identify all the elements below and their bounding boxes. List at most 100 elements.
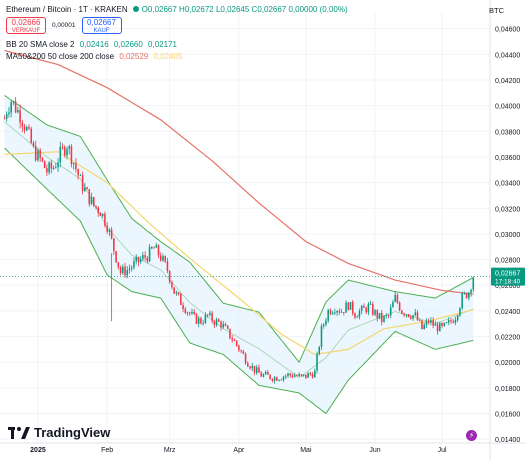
candle-body: [358, 311, 361, 317]
candle-body: [151, 246, 153, 249]
candle-body: [122, 266, 124, 274]
currency-label[interactable]: BTC: [489, 6, 504, 15]
candle-body: [218, 319, 220, 322]
candle-body: [41, 157, 44, 161]
candle-body: [365, 307, 367, 313]
y-tick-label: 0,03200: [495, 206, 520, 213]
ma200-line: [4, 49, 474, 295]
candle-body: [177, 292, 180, 294]
candle-body: [137, 256, 140, 263]
candle-body: [88, 189, 91, 205]
candle-body: [427, 320, 430, 323]
candle-body: [61, 146, 64, 148]
candle-body: [133, 261, 135, 268]
candle-body: [260, 372, 262, 377]
y-tick-label: 0,01600: [495, 411, 520, 418]
candle-body: [52, 167, 55, 169]
candle-body: [30, 128, 33, 143]
candle-body: [200, 317, 202, 324]
candle-body: [454, 319, 457, 323]
candle-body: [376, 310, 379, 319]
candle-body: [224, 324, 227, 327]
candle-body: [213, 321, 216, 326]
candle-body: [456, 315, 459, 320]
ma50-value: 0,02529: [119, 52, 149, 61]
candle-body: [142, 255, 144, 259]
y-tick-label: 0,02000: [495, 360, 520, 367]
candle-body: [398, 302, 401, 311]
last-price-value: 0,02667: [495, 271, 520, 278]
candle-body: [318, 346, 321, 355]
x-tick-label: Apr: [233, 447, 245, 454]
candle-body: [144, 255, 146, 258]
candle-body: [291, 375, 294, 378]
candle-body: [197, 317, 200, 324]
ma200-value: 0,02405: [153, 52, 183, 61]
candle-body: [10, 102, 12, 113]
candle-body: [264, 372, 267, 375]
candle-body: [231, 338, 233, 341]
candle-body: [278, 379, 280, 381]
tradingview-logo-icon: [8, 426, 30, 439]
candle-body: [242, 351, 245, 354]
candle-body: [407, 314, 410, 317]
candle-body: [410, 316, 412, 319]
candle-body: [68, 146, 70, 149]
candle-body: [193, 311, 196, 314]
last-price-badge: [491, 267, 525, 286]
candle-body: [282, 376, 285, 380]
bollinger-lower-line: [4, 147, 474, 415]
bollinger-band-fill: [4, 95, 474, 414]
candle-body: [202, 322, 204, 324]
candle-body: [3, 118, 6, 120]
candle-body: [269, 374, 271, 379]
candle-body: [57, 162, 59, 168]
candle-body: [267, 372, 269, 375]
spread-value: 0,00001: [52, 22, 76, 29]
candle-body: [12, 101, 15, 103]
candle-body: [340, 311, 343, 313]
candle-body: [79, 175, 82, 177]
candle-body: [249, 366, 251, 369]
candle-body: [128, 268, 131, 270]
candle-body: [314, 370, 316, 378]
tradingview-logo[interactable]: TradingView: [8, 425, 110, 440]
candle-body: [450, 320, 452, 322]
candle-body: [146, 257, 149, 262]
candle-body: [97, 207, 100, 213]
candle-body: [271, 378, 274, 381]
candle-body: [309, 373, 312, 375]
candle-body: [302, 374, 305, 376]
flash-icon[interactable]: ⚡: [466, 430, 477, 441]
candle-body: [164, 256, 166, 262]
candle-body: [374, 310, 376, 315]
x-tick-label: Mrz: [164, 447, 176, 454]
candle-body: [220, 321, 222, 328]
candle-body: [37, 150, 39, 161]
sell-button[interactable]: 0,02666 VERKAUF: [6, 17, 46, 34]
ohlc-values: O0,02667 H0,02672 L0,02645 C0,02667 0,00…: [141, 5, 348, 14]
candle-body: [186, 312, 189, 314]
candle-body: [159, 255, 162, 261]
ma-legend[interactable]: MA50&200 50 close 200 close 0,02529 0,02…: [6, 52, 182, 61]
candle-body: [418, 320, 421, 322]
candle-body: [184, 308, 187, 314]
candle-body: [195, 313, 198, 324]
candle-body: [447, 320, 450, 323]
candle-body: [180, 293, 182, 305]
candle-body: [392, 301, 394, 308]
symbol-legend[interactable]: Ethereum / Bitcoin · 1T · KRAKEN O0,02667…: [6, 5, 348, 14]
candle-body: [226, 326, 229, 329]
bb-legend[interactable]: BB 20 SMA close 2 0,02416 0,02660 0,0217…: [6, 40, 177, 49]
candle-body: [46, 167, 48, 173]
candle-body: [75, 163, 77, 170]
buy-button[interactable]: 0,02667 KAUF: [81, 17, 122, 34]
candle-body: [70, 146, 73, 165]
candle-body: [331, 312, 334, 315]
ma50-line: [4, 151, 474, 356]
candle-body: [101, 213, 104, 217]
candle-body: [316, 354, 318, 371]
candle-body: [472, 277, 475, 290]
candle-body: [253, 365, 256, 373]
